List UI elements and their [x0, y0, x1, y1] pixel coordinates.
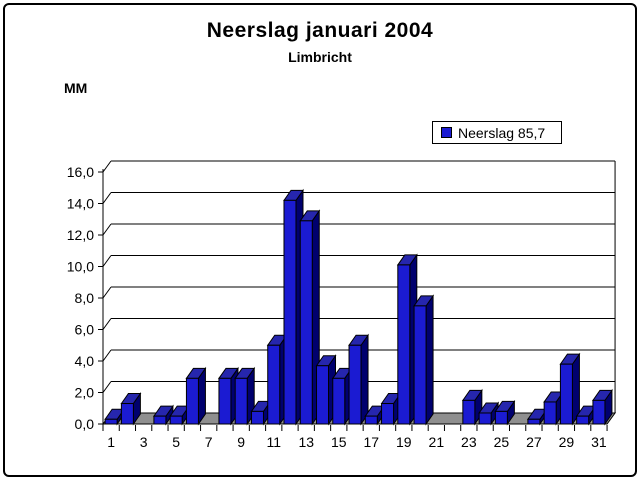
x-tick-label: 13	[298, 434, 314, 450]
y-axis-unit-label: MM	[64, 80, 88, 96]
x-tick-label: 1	[107, 434, 115, 450]
x-tick-label: 29	[559, 434, 575, 450]
y-tick-label: 16,0	[67, 164, 94, 180]
x-tick-label: 21	[429, 434, 445, 450]
x-tick-label: 31	[591, 434, 607, 450]
y-tick-label: 6,0	[75, 322, 95, 338]
x-tick-label: 15	[331, 434, 347, 450]
x-tick-label: 25	[494, 434, 510, 450]
y-tick-label: 0,0	[75, 416, 95, 432]
x-tick-label: 9	[237, 434, 245, 450]
x-tick-label: 5	[172, 434, 180, 450]
x-tick-label: 23	[461, 434, 477, 450]
x-tick-label: 3	[140, 434, 148, 450]
y-tick-label: 14,0	[67, 196, 94, 212]
x-tick-label: 7	[205, 434, 213, 450]
legend-label: Neerslag 85,7	[458, 124, 546, 141]
x-tick-label: 27	[526, 434, 542, 450]
x-tick-label: 11	[266, 434, 281, 450]
y-tick-label: 12,0	[67, 227, 94, 243]
x-tick-label: 19	[396, 434, 412, 450]
legend-blue-square-icon	[441, 127, 452, 138]
x-tick-label: 17	[364, 434, 380, 450]
chart-subtitle: Limbricht	[288, 49, 352, 65]
y-tick-label: 2,0	[75, 385, 95, 401]
y-tick-label: 8,0	[75, 290, 95, 306]
legend: Neerslag 85,7	[432, 121, 562, 144]
y-tick-label: 4,0	[75, 353, 95, 369]
y-tick-label: 10,0	[67, 259, 94, 275]
chart-title: Neerslag januari 2004	[206, 19, 434, 42]
